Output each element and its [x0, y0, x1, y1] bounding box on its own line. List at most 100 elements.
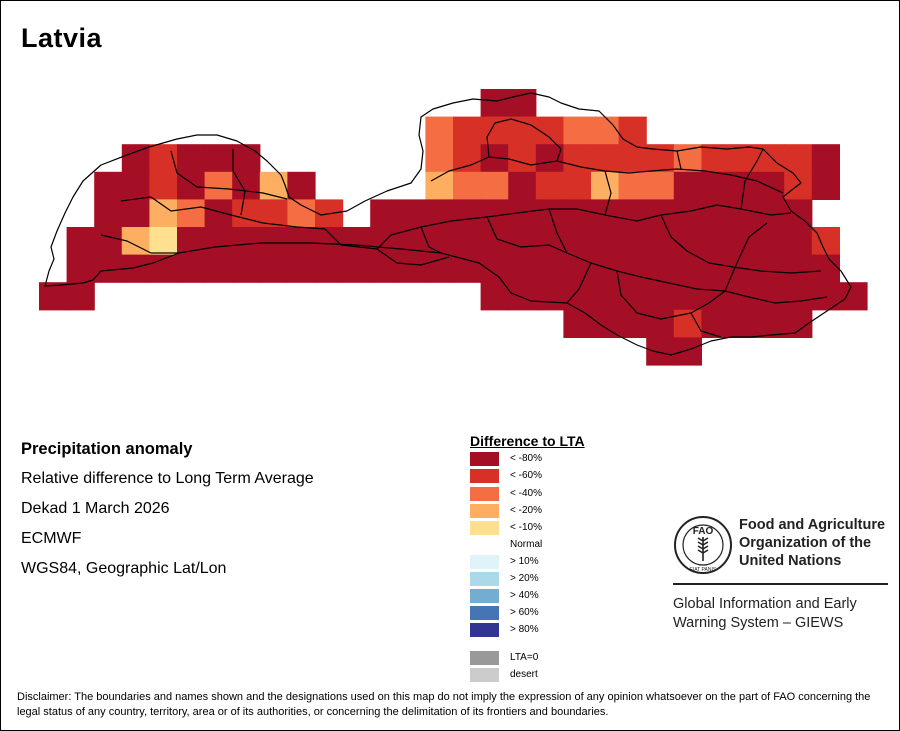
legend-swatch [470, 572, 499, 586]
grid-cell [232, 227, 261, 256]
grid-cell [701, 282, 730, 311]
internal-border [324, 228, 450, 266]
legend-swatch [470, 623, 499, 637]
grid-cell [232, 144, 261, 173]
grid-cell [535, 171, 564, 200]
grid-cell [39, 282, 68, 311]
grid-cell [453, 227, 482, 256]
legend-label: < -40% [510, 488, 542, 499]
grid-cell [232, 254, 261, 283]
legend-label: > 20% [510, 573, 539, 584]
grid-cell [480, 89, 509, 118]
grid-cell [535, 254, 564, 283]
legend-swatch [470, 452, 499, 466]
grid-cell [646, 227, 675, 256]
grid-cell [204, 144, 233, 173]
fao-logo-icon: FAO FIAT PANIS [674, 516, 732, 574]
grid-cell [315, 227, 344, 256]
grid-cell [784, 227, 813, 256]
grid-cell [425, 144, 454, 173]
grid-cell [94, 171, 123, 200]
grid-cell [204, 254, 233, 283]
legend-label: < -80% [510, 453, 542, 464]
grid-cell [66, 254, 95, 283]
legend-swatch [470, 651, 499, 665]
grid-cell [673, 171, 702, 200]
internal-border [690, 312, 722, 338]
grid-cell [508, 171, 537, 200]
grid-cell [397, 254, 426, 283]
grid-cell [618, 227, 647, 256]
grid-cell [535, 144, 564, 173]
grid-cell [673, 227, 702, 256]
fao-name-line: Organization of the [739, 535, 872, 551]
grid-cell [453, 144, 482, 173]
grid-cell [618, 144, 647, 173]
grid-cell [618, 171, 647, 200]
internal-border [486, 118, 562, 162]
latvia-outline [44, 92, 852, 356]
info-source: ECMWF [21, 530, 82, 547]
grid-cell [149, 227, 178, 256]
info-heading: Precipitation anomaly [21, 440, 193, 458]
legend-swatch [470, 487, 499, 501]
fao-logo-letters: FAO [693, 526, 714, 537]
grid-cell [121, 199, 150, 228]
grid-cell [480, 254, 509, 283]
grid-cell [66, 282, 95, 311]
internal-border [120, 196, 326, 230]
grid-cell [121, 171, 150, 200]
legend-swatch [470, 668, 499, 682]
grid-cell [453, 171, 482, 200]
internal-border [676, 150, 682, 170]
internal-border [100, 234, 179, 254]
grid-cell [618, 116, 647, 145]
grid-cell [646, 254, 675, 283]
map-title: Latvia [21, 23, 103, 53]
internal-border [486, 216, 568, 254]
grid-cell [729, 199, 758, 228]
grid-cell [287, 199, 316, 228]
grid-cell [784, 282, 813, 311]
grid-cell [591, 254, 620, 283]
grid-cell [177, 199, 206, 228]
info-period: Dekad 1 March 2026 [21, 500, 170, 517]
grid-cell [591, 227, 620, 256]
grid-cell [508, 254, 537, 283]
grid-cell [673, 254, 702, 283]
grid-cell [94, 254, 123, 283]
legend-swatch [470, 555, 499, 569]
grid-cell [839, 282, 868, 311]
legend-swatch [470, 504, 499, 518]
grid-cell [535, 282, 564, 311]
grid-cell [729, 282, 758, 311]
grid-cell [287, 227, 316, 256]
internal-border [376, 204, 792, 250]
legend-label: < -20% [510, 505, 542, 516]
grid-cell [480, 282, 509, 311]
grid-cell [673, 337, 702, 366]
grid-cell [701, 309, 730, 338]
internal-border [616, 270, 828, 320]
grid-cell [94, 227, 123, 256]
grid-cell [94, 199, 123, 228]
legend-label: Normal [510, 539, 543, 550]
internal-border [566, 262, 592, 304]
grid-cell [591, 144, 620, 173]
grid-cell [756, 309, 785, 338]
giews-line: Warning System – GIEWS [673, 615, 844, 631]
fao-name: Food and Agriculture Organization of the… [739, 516, 885, 570]
legend-label: < -10% [510, 522, 542, 533]
grid-cell [591, 116, 620, 145]
grid-cell [673, 282, 702, 311]
grid-cell [259, 254, 288, 283]
grid-cell [784, 144, 813, 173]
grid-cell [287, 254, 316, 283]
grid-cell [397, 199, 426, 228]
info-projection: WGS84, Geographic Lat/Lon [21, 560, 227, 577]
legend-swatch [470, 469, 499, 483]
grid-cell [646, 309, 675, 338]
grid-cell [563, 171, 592, 200]
